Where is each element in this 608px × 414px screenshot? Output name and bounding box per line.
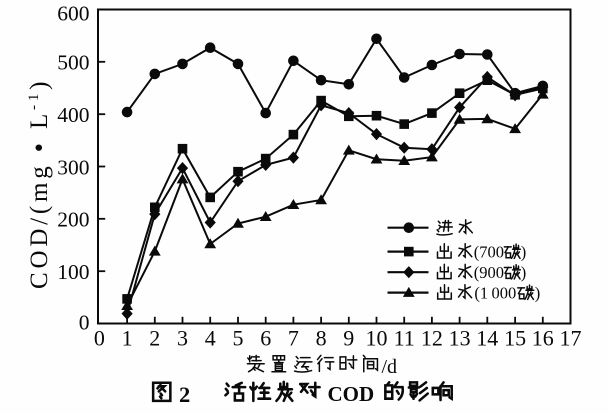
svg-text:8: 8	[316, 326, 327, 351]
svg-text:17: 17	[560, 326, 582, 351]
svg-text:200: 200	[57, 208, 89, 232]
svg-text:): )	[535, 283, 541, 302]
svg-text:11: 11	[394, 326, 415, 351]
svg-text:2: 2	[149, 326, 160, 351]
svg-text:14: 14	[476, 326, 498, 351]
svg-text:13: 13	[449, 326, 471, 351]
svg-text:(700: (700	[474, 242, 504, 261]
svg-text:9: 9	[343, 326, 354, 351]
svg-text:600: 600	[57, 2, 89, 26]
svg-text:COD: COD	[328, 382, 375, 406]
svg-text:300: 300	[57, 155, 89, 179]
svg-text:(900: (900	[474, 263, 504, 282]
svg-text:500: 500	[57, 51, 89, 75]
svg-text:): )	[521, 242, 527, 261]
svg-text:7: 7	[288, 326, 299, 351]
svg-text:(1 000: (1 000	[474, 283, 516, 302]
svg-text:16: 16	[532, 326, 554, 351]
svg-text:): )	[521, 263, 527, 282]
svg-text:12: 12	[421, 326, 443, 351]
svg-text:400: 400	[57, 103, 89, 127]
svg-text:6: 6	[260, 326, 271, 351]
svg-text:10: 10	[366, 326, 388, 351]
svg-text:/d: /d	[382, 356, 398, 378]
svg-text:4: 4	[205, 326, 216, 351]
svg-text:5: 5	[233, 326, 244, 351]
svg-text:COD/(mg • L-1): COD/(mg • L-1)	[24, 78, 54, 289]
svg-text:2: 2	[179, 382, 190, 407]
svg-text:1: 1	[122, 326, 133, 351]
svg-text:3: 3	[177, 326, 188, 351]
svg-text:100: 100	[57, 260, 89, 284]
svg-text:0: 0	[79, 311, 90, 335]
svg-text:15: 15	[504, 326, 526, 351]
svg-text:0: 0	[94, 326, 105, 351]
